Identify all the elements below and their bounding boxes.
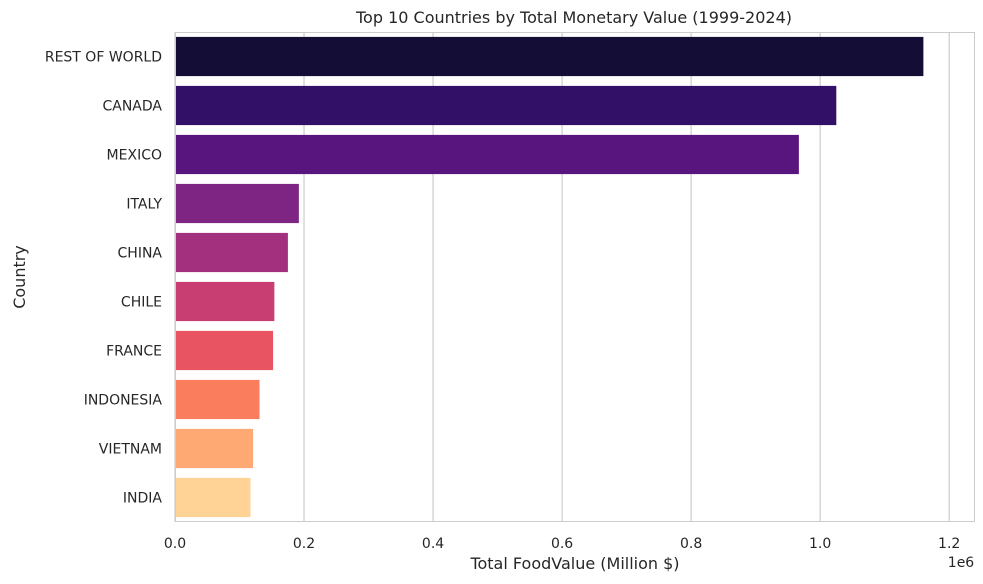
x-tick-label: 0.4	[422, 536, 444, 552]
x-tick-label: 1.2	[938, 536, 960, 552]
y-tick-labels: REST OF WORLD CANADA MEXICO ITALY CHINA CHILE…	[45, 50, 163, 507]
bar	[175, 428, 254, 469]
bar	[175, 85, 837, 126]
bar	[175, 281, 275, 322]
x-tick-label: 0.0	[164, 536, 186, 552]
bar	[175, 183, 299, 224]
y-tick-label: CHINA	[118, 246, 163, 262]
x-tick-label: 0.6	[551, 536, 573, 552]
y-tick-label: CANADA	[102, 99, 162, 115]
y-tick-label: MEXICO	[107, 148, 162, 164]
y-tick-label: REST OF WORLD	[45, 50, 162, 66]
x-tick-label: 1.0	[809, 536, 831, 552]
y-tick-label: INDONESIA	[84, 393, 163, 409]
bar	[175, 232, 288, 273]
bar	[175, 477, 251, 518]
bar	[175, 36, 924, 77]
y-axis-label: Country	[10, 245, 29, 309]
y-tick-label: ITALY	[126, 197, 162, 213]
y-tick-label: FRANCE	[106, 344, 162, 360]
x-axis-offset-label: 1e6	[948, 555, 975, 571]
bars	[175, 36, 924, 518]
y-tick-label: VIETNAM	[99, 442, 162, 458]
y-tick-label: CHILE	[121, 295, 162, 311]
bar	[175, 330, 274, 371]
x-tick-labels: 0.0 0.2 0.4 0.6 0.8 1.0 1.2	[164, 536, 960, 552]
chart-title: Top 10 Countries by Total Monetary Value…	[355, 8, 792, 27]
plot-frame	[175, 32, 975, 522]
x-tick-label: 0.2	[293, 536, 315, 552]
x-tick-label: 0.8	[680, 536, 702, 552]
y-tick-label: INDIA	[123, 491, 163, 507]
bar	[175, 379, 260, 420]
x-axis-label: Total FoodValue (Million $)	[469, 554, 679, 573]
bar	[175, 134, 799, 175]
